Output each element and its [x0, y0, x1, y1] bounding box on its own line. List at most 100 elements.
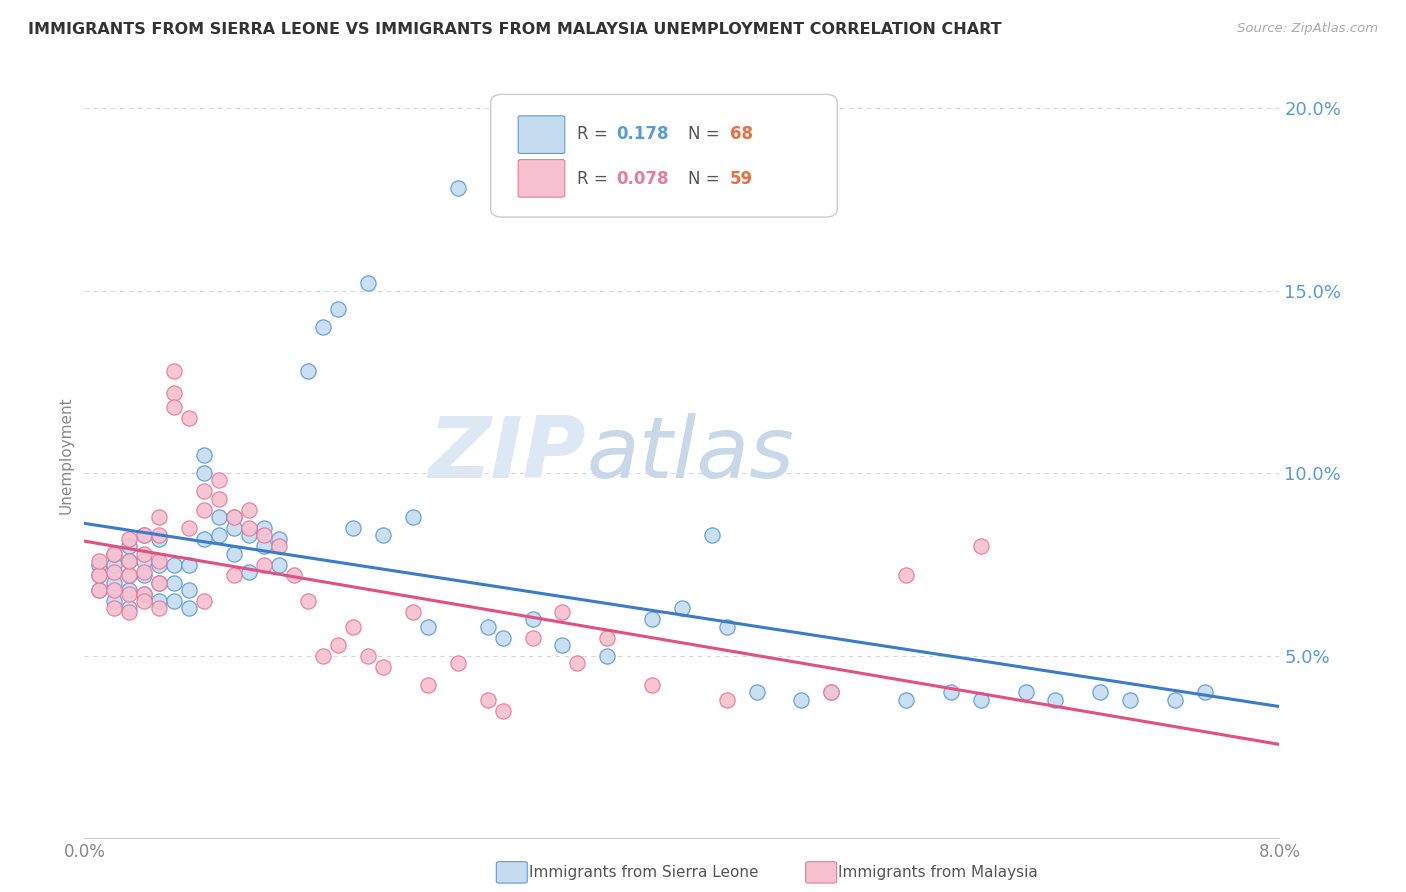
Point	[970, 692, 993, 706]
Point	[163, 401, 186, 415]
Point	[118, 532, 141, 546]
Point	[1090, 685, 1112, 699]
FancyBboxPatch shape	[491, 95, 838, 217]
Point	[208, 491, 231, 506]
Point	[745, 685, 768, 699]
Point	[89, 568, 111, 582]
Text: atlas: atlas	[586, 413, 794, 497]
Point	[238, 521, 260, 535]
Point	[790, 692, 813, 706]
Point	[671, 601, 693, 615]
Point	[238, 528, 260, 542]
Point	[208, 528, 231, 542]
Point	[492, 704, 515, 718]
Point	[118, 587, 141, 601]
Point	[312, 648, 335, 663]
Point	[132, 594, 156, 608]
Text: R =: R =	[576, 125, 613, 144]
Point	[118, 583, 141, 598]
Point	[283, 568, 305, 582]
FancyBboxPatch shape	[519, 116, 565, 153]
Point	[716, 619, 738, 633]
Text: R =: R =	[576, 169, 613, 187]
Point	[118, 568, 141, 582]
Y-axis label: Unemployment: Unemployment	[58, 396, 73, 514]
Point	[148, 594, 170, 608]
Point	[222, 510, 245, 524]
Point	[118, 568, 141, 582]
Point	[477, 692, 499, 706]
Point	[267, 558, 290, 572]
Point	[148, 575, 170, 590]
Point	[163, 558, 186, 572]
Text: Immigrants from Malaysia: Immigrants from Malaysia	[838, 865, 1038, 880]
Point	[132, 587, 156, 601]
Point	[163, 364, 186, 378]
Point	[148, 532, 170, 546]
Point	[373, 660, 395, 674]
Point	[447, 656, 470, 670]
Point	[193, 484, 215, 499]
Text: 59: 59	[730, 169, 752, 187]
Text: N =: N =	[688, 125, 724, 144]
Point	[222, 568, 245, 582]
Point	[1119, 692, 1142, 706]
Point	[522, 612, 544, 626]
Point	[700, 528, 723, 542]
Point	[89, 554, 111, 568]
Point	[342, 619, 364, 633]
Point	[193, 502, 215, 516]
Point	[193, 466, 215, 480]
Point	[596, 648, 619, 663]
Point	[148, 528, 170, 542]
Point	[222, 547, 245, 561]
Point	[208, 510, 231, 524]
Point	[447, 181, 470, 195]
Point	[492, 631, 515, 645]
Point	[312, 320, 335, 334]
Point	[177, 601, 200, 615]
Point	[328, 301, 350, 316]
Point	[163, 385, 186, 400]
Point	[641, 612, 664, 626]
Point	[567, 656, 589, 670]
Point	[132, 568, 156, 582]
Text: Source: ZipAtlas.com: Source: ZipAtlas.com	[1237, 22, 1378, 36]
Point	[222, 521, 245, 535]
Point	[297, 364, 319, 378]
Point	[148, 510, 170, 524]
Point	[148, 554, 170, 568]
Point	[820, 685, 842, 699]
Point	[148, 558, 170, 572]
Point	[238, 565, 260, 579]
Point	[297, 594, 319, 608]
Point	[596, 631, 619, 645]
Point	[551, 638, 574, 652]
Point	[177, 583, 200, 598]
Point	[103, 601, 125, 615]
Point	[193, 594, 215, 608]
Text: 0.078: 0.078	[616, 169, 669, 187]
Point	[148, 575, 170, 590]
Point	[1014, 685, 1036, 699]
Point	[132, 554, 156, 568]
Point	[103, 594, 125, 608]
Point	[416, 678, 439, 692]
Point	[970, 539, 993, 553]
Point	[103, 575, 125, 590]
Point	[163, 594, 186, 608]
Point	[193, 448, 215, 462]
Point	[118, 539, 141, 553]
Point	[208, 474, 231, 488]
Point	[373, 528, 395, 542]
Point	[641, 678, 664, 692]
Point	[132, 528, 156, 542]
Text: ZIP: ZIP	[429, 413, 586, 497]
Point	[103, 565, 125, 579]
Point	[253, 558, 276, 572]
Point	[89, 568, 111, 582]
Point	[132, 528, 156, 542]
Point	[193, 532, 215, 546]
Point	[89, 558, 111, 572]
Point	[89, 583, 111, 598]
